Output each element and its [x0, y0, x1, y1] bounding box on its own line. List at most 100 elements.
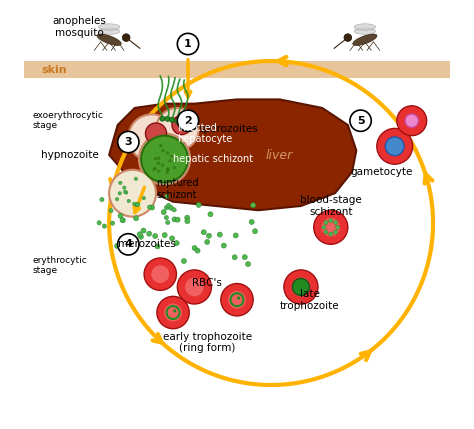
Circle shape	[329, 218, 333, 223]
Circle shape	[221, 243, 227, 248]
Circle shape	[102, 224, 107, 228]
Circle shape	[157, 169, 160, 173]
Circle shape	[125, 191, 128, 194]
Text: anopheles
mosquito: anopheles mosquito	[52, 16, 106, 38]
Circle shape	[168, 263, 173, 268]
Circle shape	[161, 163, 164, 167]
Circle shape	[166, 151, 169, 154]
Circle shape	[284, 270, 318, 304]
Circle shape	[128, 115, 175, 161]
Circle shape	[336, 225, 340, 230]
Circle shape	[118, 213, 123, 218]
Circle shape	[123, 190, 127, 193]
Circle shape	[217, 232, 222, 237]
Circle shape	[134, 216, 138, 221]
Circle shape	[153, 233, 158, 239]
Circle shape	[329, 232, 333, 236]
Circle shape	[146, 231, 152, 236]
Circle shape	[292, 278, 310, 296]
Circle shape	[127, 241, 132, 246]
Polygon shape	[109, 100, 356, 210]
Ellipse shape	[99, 28, 120, 34]
Circle shape	[150, 205, 155, 210]
Circle shape	[177, 110, 199, 131]
Ellipse shape	[354, 28, 375, 34]
Text: erythrocytic
stage: erythrocytic stage	[32, 256, 87, 275]
Text: blood-stage
schizont: blood-stage schizont	[300, 195, 362, 217]
Circle shape	[172, 208, 176, 212]
Circle shape	[142, 196, 146, 200]
Circle shape	[344, 34, 352, 42]
Text: 5: 5	[357, 116, 365, 126]
Circle shape	[169, 117, 174, 122]
Text: hepatic schizont: hepatic schizont	[173, 154, 253, 164]
Circle shape	[118, 192, 121, 195]
Circle shape	[177, 33, 199, 54]
Circle shape	[172, 115, 191, 135]
Circle shape	[138, 234, 144, 239]
Circle shape	[147, 205, 152, 209]
Circle shape	[397, 106, 427, 136]
Circle shape	[162, 149, 165, 152]
Circle shape	[166, 203, 171, 208]
Circle shape	[164, 215, 168, 220]
Circle shape	[118, 131, 139, 153]
Circle shape	[166, 168, 170, 172]
Circle shape	[154, 167, 157, 170]
Circle shape	[173, 309, 176, 313]
Circle shape	[173, 166, 176, 169]
Circle shape	[139, 133, 190, 184]
Circle shape	[115, 197, 119, 201]
Ellipse shape	[97, 34, 121, 45]
Circle shape	[182, 259, 186, 263]
Text: exoerythrocytic
stage: exoerythrocytic stage	[32, 111, 103, 130]
Circle shape	[324, 230, 328, 234]
Circle shape	[164, 304, 182, 321]
Circle shape	[168, 205, 173, 210]
Circle shape	[162, 233, 167, 238]
Circle shape	[120, 218, 126, 223]
Circle shape	[123, 186, 126, 189]
Circle shape	[251, 202, 255, 208]
Circle shape	[232, 255, 237, 260]
Text: late
trophozoite: late trophozoite	[280, 289, 339, 311]
Circle shape	[156, 108, 199, 151]
Circle shape	[122, 34, 130, 42]
Circle shape	[118, 181, 122, 184]
Circle shape	[350, 110, 371, 131]
Circle shape	[160, 116, 165, 121]
Text: 3: 3	[125, 137, 132, 147]
Circle shape	[137, 232, 142, 237]
Circle shape	[249, 219, 254, 224]
Circle shape	[237, 296, 240, 300]
Text: 1: 1	[184, 39, 192, 49]
Circle shape	[100, 197, 104, 202]
Circle shape	[192, 245, 197, 251]
Circle shape	[182, 120, 187, 125]
Text: gametocyte: gametocyte	[351, 167, 413, 177]
Circle shape	[334, 230, 337, 234]
Circle shape	[164, 194, 169, 199]
Circle shape	[170, 236, 175, 241]
Circle shape	[208, 211, 213, 217]
Circle shape	[141, 228, 146, 233]
Text: infected
hepatocyte: infected hepatocyte	[177, 123, 233, 144]
Circle shape	[185, 219, 190, 224]
Circle shape	[168, 159, 172, 163]
Text: skin: skin	[41, 65, 66, 75]
Circle shape	[127, 199, 130, 202]
Text: merozoites: merozoites	[118, 239, 175, 249]
Circle shape	[292, 278, 310, 296]
Ellipse shape	[354, 24, 375, 30]
Text: ruptured
schizont: ruptured schizont	[156, 178, 199, 200]
Circle shape	[166, 167, 170, 171]
Circle shape	[165, 171, 169, 174]
Circle shape	[146, 123, 166, 144]
Circle shape	[120, 218, 124, 222]
Circle shape	[246, 262, 251, 266]
Circle shape	[97, 221, 101, 225]
Ellipse shape	[99, 24, 120, 30]
Circle shape	[196, 202, 201, 208]
Text: RBC's: RBC's	[192, 278, 222, 288]
Circle shape	[324, 221, 328, 224]
